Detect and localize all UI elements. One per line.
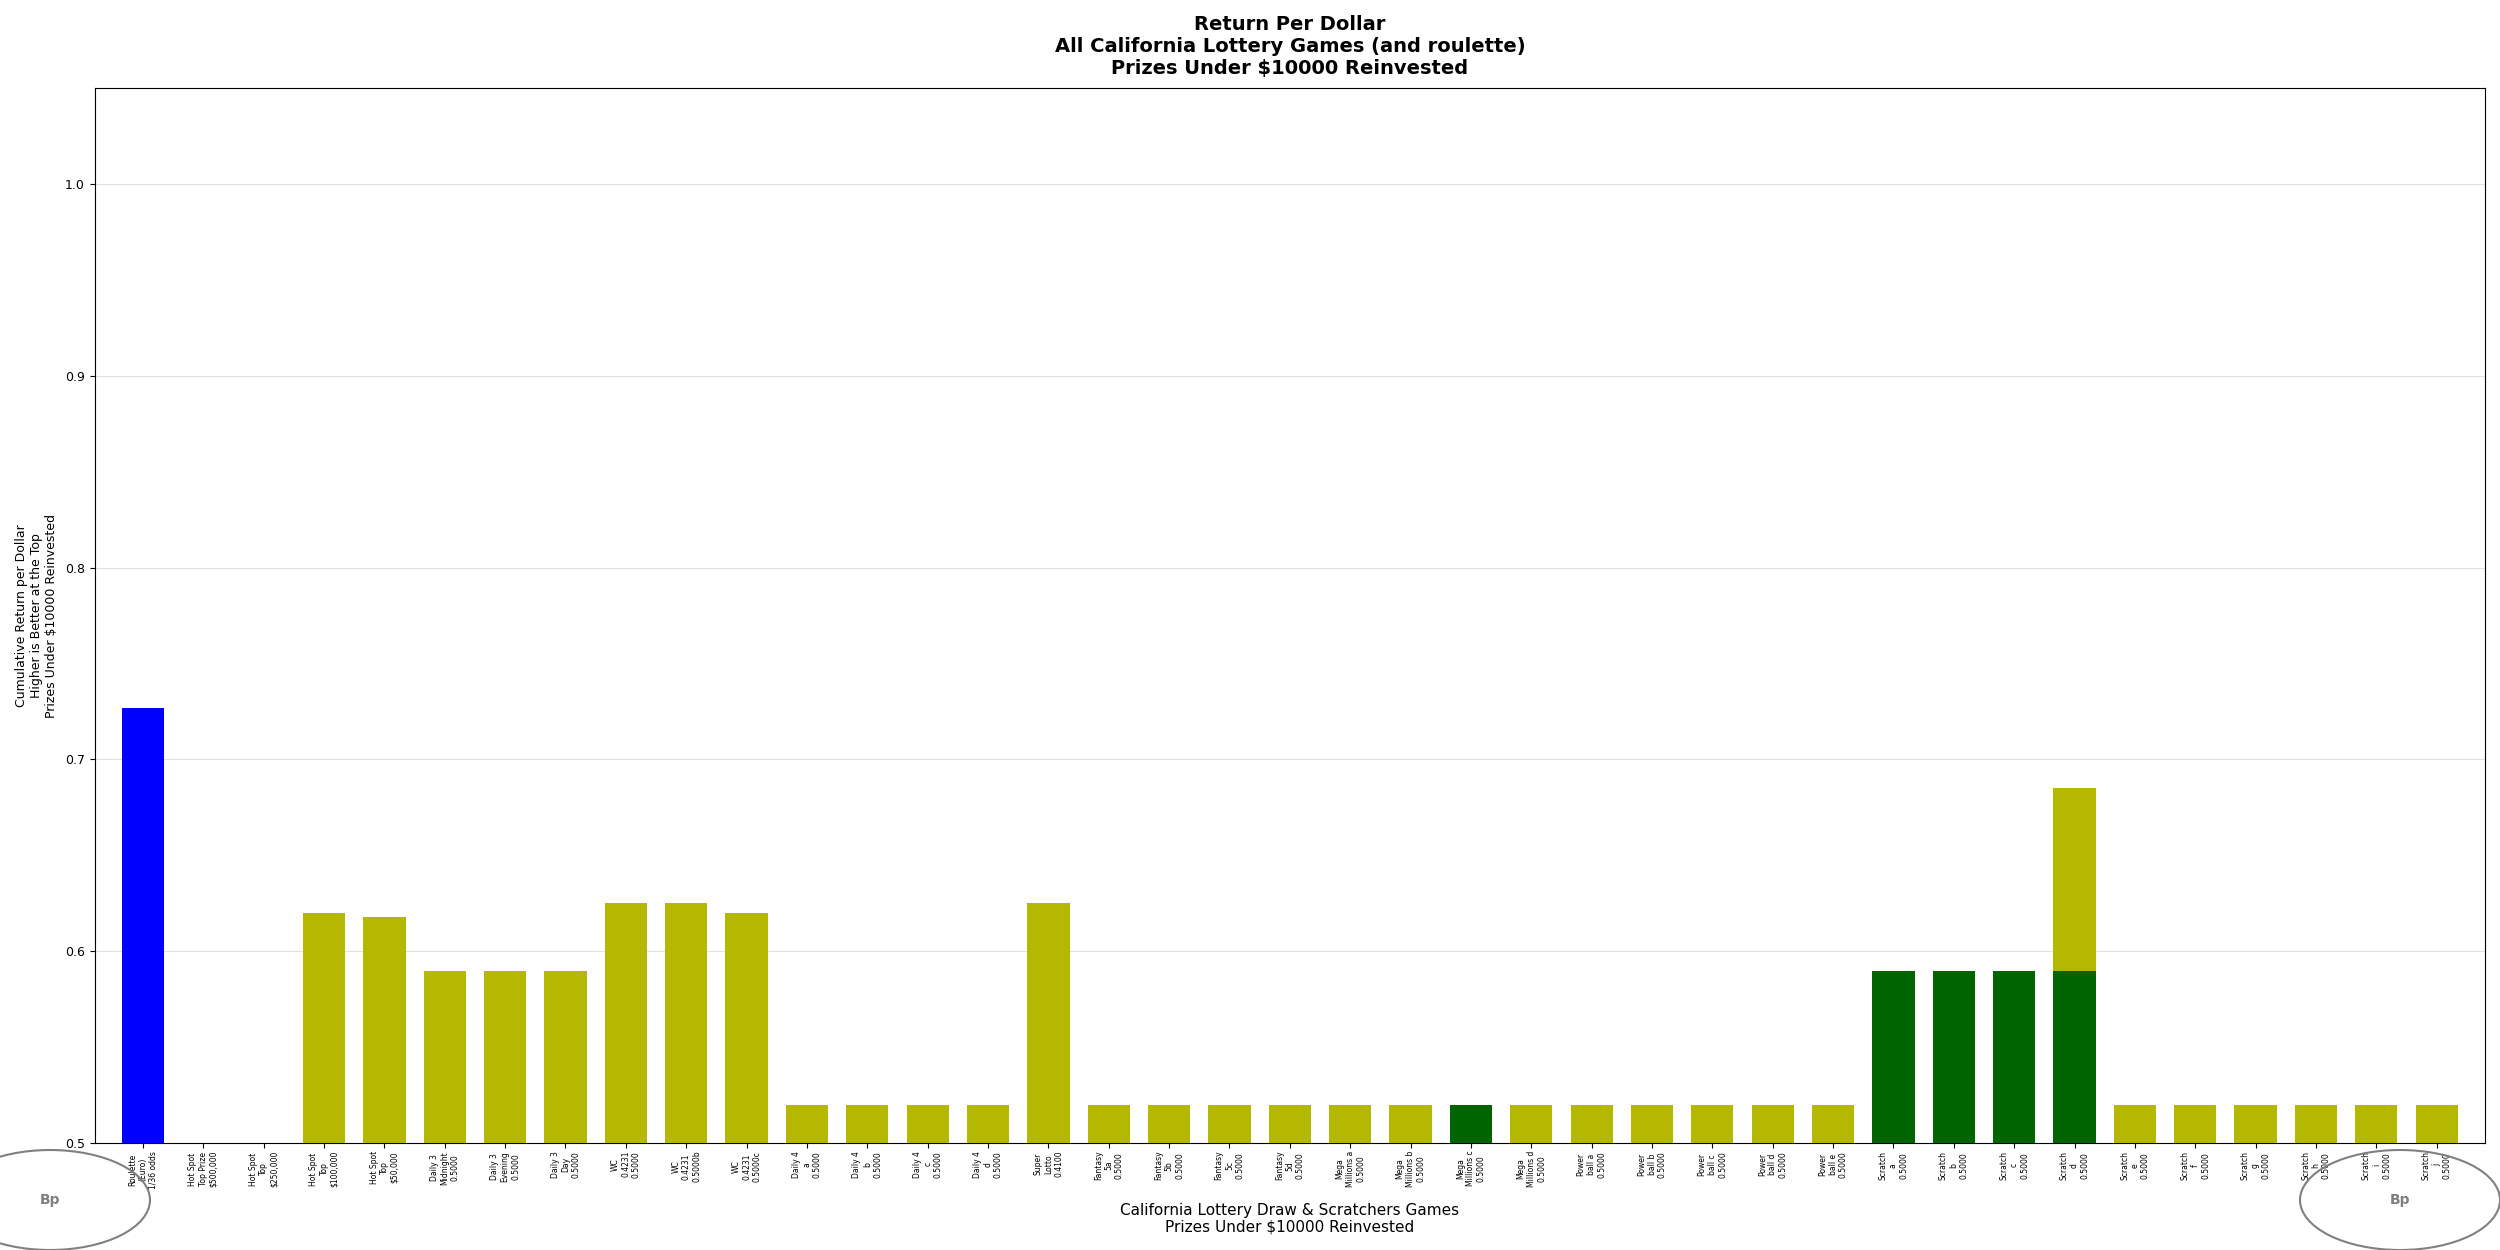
Bar: [1390, 1105, 1432, 1250]
Bar: [1812, 1105, 1855, 1250]
Bar: [545, 970, 588, 1250]
Bar: [1992, 970, 2035, 1250]
Bar: [2415, 1234, 2458, 1250]
X-axis label: California Lottery Draw & Scratchers Games
Prizes Under $10000 Reinvested: California Lottery Draw & Scratchers Gam…: [1120, 1202, 1460, 1235]
Bar: [302, 912, 345, 1250]
Bar: [1208, 1105, 1250, 1250]
Bar: [1570, 1105, 1612, 1250]
Bar: [1752, 1105, 1795, 1250]
Bar: [665, 904, 707, 1250]
Bar: [1872, 970, 1915, 1250]
Text: Bp: Bp: [40, 1192, 60, 1208]
Bar: [2175, 1105, 2218, 1250]
Bar: [1450, 1105, 1492, 1250]
Bar: [1268, 1105, 1310, 1250]
Bar: [2052, 970, 2095, 1250]
Bar: [2355, 1105, 2398, 1250]
Bar: [2052, 970, 2095, 1250]
Bar: [2052, 789, 2095, 1250]
Bar: [122, 707, 165, 1250]
Bar: [2235, 1105, 2278, 1250]
Bar: [2295, 1105, 2338, 1250]
Bar: [1872, 970, 1915, 1250]
Bar: [1088, 1105, 1130, 1250]
Bar: [1932, 970, 1975, 1250]
Bar: [2415, 1105, 2458, 1250]
Bar: [1148, 1105, 1190, 1250]
Bar: [1630, 1105, 1672, 1250]
Bar: [725, 912, 768, 1250]
Bar: [845, 1105, 887, 1250]
Bar: [1932, 970, 1975, 1250]
Bar: [182, 1201, 225, 1250]
Bar: [1992, 970, 2035, 1250]
Bar: [1872, 970, 1915, 1250]
Bar: [605, 904, 648, 1250]
Bar: [908, 1105, 950, 1250]
Y-axis label: Cumulative Return per Dollar
Higher is Better at the Top
Prizes Under $10000 Rei: Cumulative Return per Dollar Higher is B…: [15, 514, 58, 718]
Bar: [1992, 970, 2035, 1250]
Bar: [1510, 1105, 1552, 1250]
Bar: [785, 1105, 828, 1250]
Bar: [1028, 904, 1070, 1250]
Bar: [362, 916, 405, 1250]
Bar: [1330, 1105, 1372, 1250]
Bar: [1690, 1105, 1732, 1250]
Bar: [485, 970, 528, 1250]
Text: Bp: Bp: [2390, 1192, 2410, 1208]
Bar: [1932, 970, 1975, 1250]
Bar: [2115, 1105, 2155, 1250]
Bar: [968, 1105, 1010, 1250]
Bar: [422, 970, 465, 1250]
Title: Return Per Dollar
All California Lottery Games (and roulette)
Prizes Under $1000: Return Per Dollar All California Lottery…: [1055, 15, 1525, 78]
